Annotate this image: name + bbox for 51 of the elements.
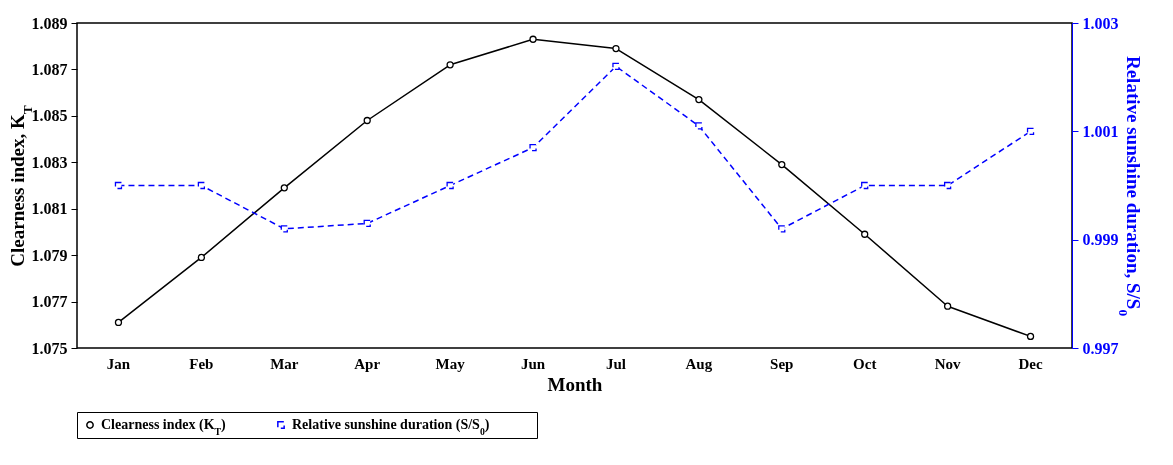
x-tick-label: Oct [853, 355, 877, 372]
y-tick-label: 1.081 [31, 200, 68, 218]
point [529, 143, 537, 152]
point [695, 122, 703, 130]
x-tick-label: Jul [605, 355, 626, 372]
y-tick-label: 1.083 [31, 153, 68, 171]
point [943, 181, 952, 190]
x-tick-label: Apr [354, 355, 381, 372]
point [943, 302, 952, 310]
x-tick-label: Jun [520, 355, 546, 372]
point [363, 219, 371, 228]
legend-label: Relative sunshine duration (S/S$_{0}$) [292, 417, 490, 437]
y-tick-label: 1.089 [31, 14, 68, 32]
x-axis-title: Month [547, 373, 603, 395]
point [778, 225, 786, 233]
x-tick-label: Mar [270, 355, 299, 372]
point [861, 230, 869, 238]
y-tick-label: 1.079 [31, 246, 68, 264]
y2-tick-label: 0.999 [1082, 231, 1119, 249]
point [446, 181, 454, 190]
y2-tick-label: 1.003 [1082, 14, 1119, 32]
y2-tick-label: 1.001 [1082, 122, 1119, 140]
point [612, 62, 620, 70]
point [861, 181, 869, 190]
point [363, 116, 371, 125]
point [1026, 332, 1035, 341]
y-tick-label: 1.085 [31, 107, 68, 125]
point [280, 225, 288, 233]
x-tick-label: Dec [1018, 355, 1043, 372]
point [695, 95, 703, 104]
y2-tick-label: 0.997 [1082, 339, 1119, 357]
point [446, 61, 454, 69]
point [197, 181, 206, 190]
point [197, 253, 206, 262]
point [778, 160, 786, 169]
x-tick-label: Feb [189, 355, 214, 372]
y-tick-label: 1.075 [31, 339, 68, 357]
x-tick-label: Sep [770, 355, 794, 372]
y-tick-label: 1.077 [31, 293, 68, 311]
x-tick-label: Aug [685, 355, 713, 372]
point [612, 44, 620, 53]
x-tick-label: Nov [934, 355, 962, 372]
x-tick-label: May [435, 355, 466, 372]
point [114, 181, 123, 190]
point [529, 35, 537, 43]
point [280, 184, 288, 192]
point [114, 318, 123, 327]
x-tick-label: Jan [106, 355, 131, 372]
point [1026, 127, 1035, 135]
legend-label: Clearness index (K$_{T}$) [101, 417, 227, 437]
y-tick-label: 1.087 [31, 60, 68, 78]
